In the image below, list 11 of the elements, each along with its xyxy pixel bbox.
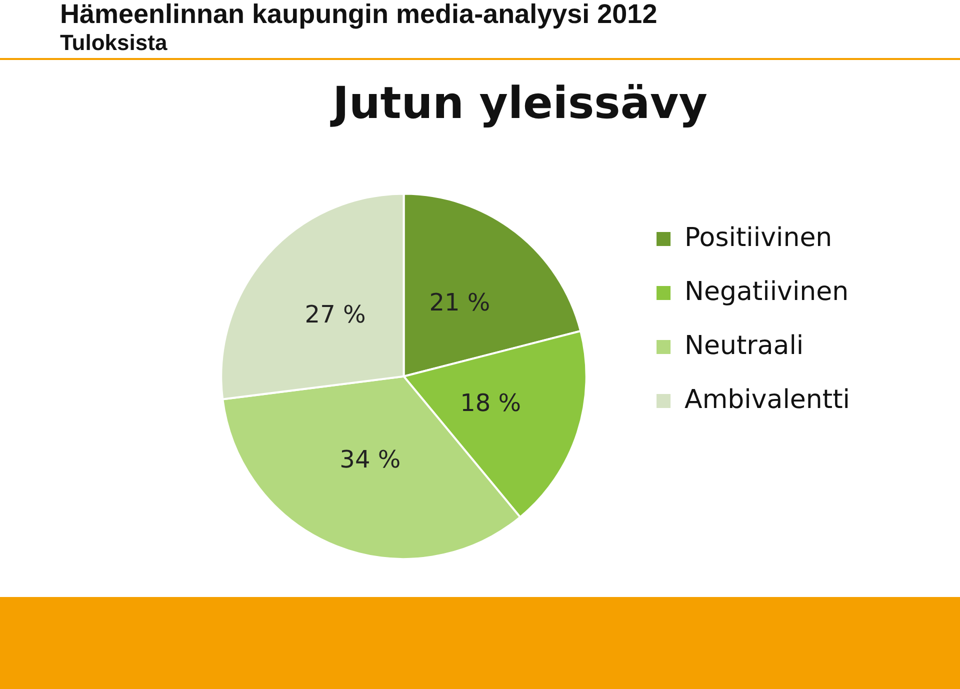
text: Hämeenlinnan kaupungin media-analyysi 2012 [59, 0, 658, 29]
chart-title: Jutun yleissävy [330, 78, 708, 129]
legend-label: Positiivinen [684, 222, 832, 253]
data-label: 18 % [460, 388, 522, 417]
data-label: 27 % [304, 300, 366, 328]
legend-label: Ambivalentti [684, 384, 850, 415]
legend-label: Negatiivinen [684, 276, 849, 307]
legend-label: Neutraali [684, 330, 804, 361]
data-label: 34 % [340, 446, 401, 474]
data-label: 21 % [429, 288, 490, 316]
text: Tuloksista [0, 28, 960, 60]
